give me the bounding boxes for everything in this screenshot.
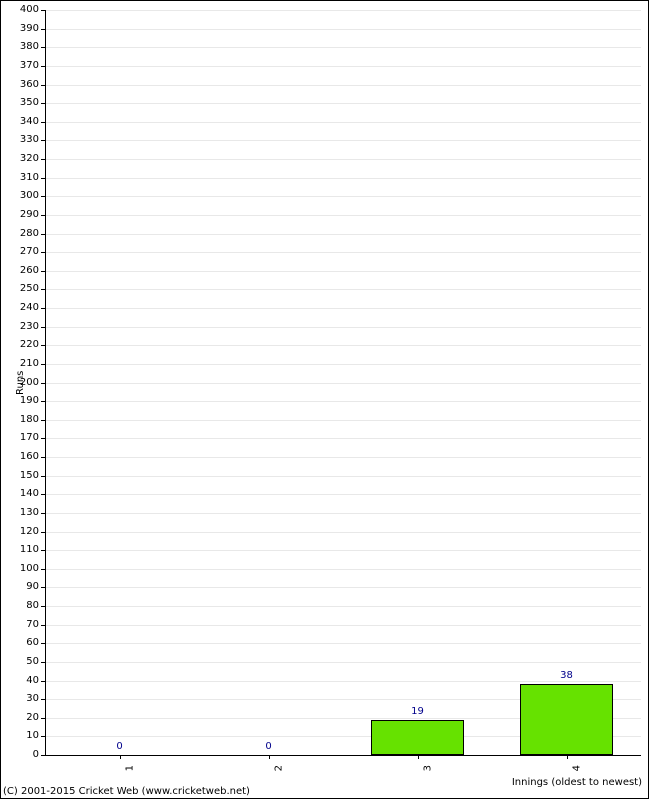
ytick-label: 270 <box>9 246 39 257</box>
gridline <box>45 103 641 104</box>
xtick-mark <box>120 755 121 759</box>
gridline <box>45 420 641 421</box>
ytick-label: 230 <box>9 321 39 332</box>
gridline <box>45 643 641 644</box>
gridline <box>45 457 641 458</box>
copyright-text: (C) 2001-2015 Cricket Web (www.cricketwe… <box>3 786 250 797</box>
gridline <box>45 215 641 216</box>
gridline <box>45 308 641 309</box>
ytick-label: 180 <box>9 414 39 425</box>
gridline <box>45 196 641 197</box>
ytick-label: 150 <box>9 470 39 481</box>
gridline <box>45 289 641 290</box>
gridline <box>45 10 641 11</box>
ytick-label: 330 <box>9 134 39 145</box>
ytick-label: 250 <box>9 283 39 294</box>
gridline <box>45 476 641 477</box>
gridline <box>45 550 641 551</box>
gridline <box>45 494 641 495</box>
ytick-label: 90 <box>9 581 39 592</box>
ytick-label: 370 <box>9 60 39 71</box>
gridline <box>45 159 641 160</box>
gridline <box>45 401 641 402</box>
ytick-label: 160 <box>9 451 39 462</box>
ytick-label: 210 <box>9 358 39 369</box>
bar-value-label: 19 <box>398 706 438 717</box>
gridline <box>45 569 641 570</box>
gridline <box>45 178 641 179</box>
ytick-label: 190 <box>9 395 39 406</box>
ytick-label: 280 <box>9 228 39 239</box>
gridline <box>45 66 641 67</box>
gridline <box>45 271 641 272</box>
ytick-label: 120 <box>9 526 39 537</box>
ytick-label: 290 <box>9 209 39 220</box>
ytick-label: 260 <box>9 265 39 276</box>
ytick-label: 360 <box>9 79 39 90</box>
ytick-label: 390 <box>9 23 39 34</box>
ytick-label: 0 <box>9 749 39 760</box>
gridline <box>45 252 641 253</box>
gridline <box>45 662 641 663</box>
bar <box>520 684 612 755</box>
ytick-label: 10 <box>9 730 39 741</box>
ytick-label: 20 <box>9 712 39 723</box>
gridline <box>45 383 641 384</box>
ytick-label: 70 <box>9 619 39 630</box>
ytick-label: 60 <box>9 637 39 648</box>
ytick-label: 310 <box>9 172 39 183</box>
ytick-label: 100 <box>9 563 39 574</box>
ytick-label: 140 <box>9 488 39 499</box>
gridline <box>45 625 641 626</box>
gridline <box>45 234 641 235</box>
gridline <box>45 606 641 607</box>
xtick-label: 4 <box>571 765 582 771</box>
gridline <box>45 122 641 123</box>
ytick-label: 320 <box>9 153 39 164</box>
x-axis <box>45 755 641 756</box>
ytick-label: 380 <box>9 41 39 52</box>
gridline <box>45 513 641 514</box>
y-axis-label: Runs <box>15 370 26 394</box>
x-axis-label: Innings (oldest to newest) <box>512 777 642 788</box>
gridline <box>45 29 641 30</box>
ytick-label: 170 <box>9 432 39 443</box>
gridline <box>45 85 641 86</box>
gridline <box>45 364 641 365</box>
ytick-label: 110 <box>9 544 39 555</box>
xtick-mark <box>567 755 568 759</box>
y-axis <box>45 10 46 755</box>
bar-value-label: 38 <box>547 670 587 681</box>
xtick-mark <box>418 755 419 759</box>
ytick-label: 50 <box>9 656 39 667</box>
gridline <box>45 47 641 48</box>
gridline <box>45 532 641 533</box>
xtick-mark <box>269 755 270 759</box>
bar <box>371 720 463 755</box>
ytick-label: 80 <box>9 600 39 611</box>
ytick-label: 240 <box>9 302 39 313</box>
ytick-label: 130 <box>9 507 39 518</box>
ytick-label: 220 <box>9 339 39 350</box>
ytick-label: 300 <box>9 190 39 201</box>
ytick-label: 30 <box>9 693 39 704</box>
xtick-label: 3 <box>422 765 433 771</box>
bar-value-label: 0 <box>100 741 140 752</box>
ytick-label: 350 <box>9 97 39 108</box>
ytick-label: 40 <box>9 675 39 686</box>
xtick-label: 2 <box>273 765 284 771</box>
gridline <box>45 327 641 328</box>
bar-value-label: 0 <box>249 741 289 752</box>
gridline <box>45 438 641 439</box>
xtick-label: 1 <box>124 765 135 771</box>
gridline <box>45 345 641 346</box>
gridline <box>45 587 641 588</box>
gridline <box>45 140 641 141</box>
ytick-label: 400 <box>9 4 39 15</box>
ytick-label: 340 <box>9 116 39 127</box>
